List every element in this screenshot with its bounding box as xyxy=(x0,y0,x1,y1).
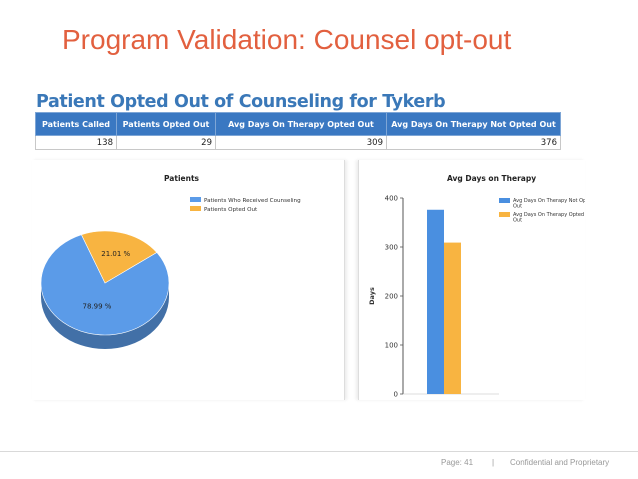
pie-chart: 78.99 % 21.01 % Patients Who Received Coun… xyxy=(40,197,301,349)
y-axis-label: Days xyxy=(368,287,376,305)
y-tick-label: 400 xyxy=(385,195,398,203)
bar-legend-swatch xyxy=(499,198,510,203)
cell-patients-opted-out: 29 xyxy=(116,135,216,150)
pie-slice xyxy=(80,230,158,284)
pie-value-label: 78.99 % xyxy=(83,302,112,310)
pie-legend-swatch xyxy=(190,206,201,211)
pie-chart-panel: Patients 78.99 % 21.01 % Patients Who Rece… xyxy=(32,160,345,400)
pie-slice xyxy=(40,234,170,336)
column-header-avg-days-opted-out: Avg Days On Therapy Opted Out xyxy=(215,112,387,136)
pie-legend-label: Patients Opted Out xyxy=(204,207,258,213)
column-header-patients-called: Patients Called xyxy=(35,112,117,136)
bar-legend-swatch xyxy=(499,212,510,217)
bar xyxy=(427,209,444,394)
column-header-avg-days-not-opted-out: Avg Days On Therapy Not Opted Out xyxy=(386,112,561,136)
summary-data-row: 138 29 309 376 xyxy=(35,135,561,150)
y-tick-label: 300 xyxy=(385,244,398,252)
y-tick-label: 200 xyxy=(385,293,398,301)
bar xyxy=(444,242,461,394)
cell-patients-called: 138 xyxy=(35,135,117,150)
summary-header-row: Patients Called Patients Opted Out Avg D… xyxy=(35,112,561,136)
page-number: Page: 41 xyxy=(441,458,474,467)
confidential-notice: Confidential and Proprietary xyxy=(510,458,610,467)
bar-legend-label: Avg Days On Therapy Opted Out xyxy=(513,212,584,224)
slide-title: Program Validation: Counsel opt-out xyxy=(62,24,512,55)
footer-divider xyxy=(0,451,638,452)
bar-chart-panel: Avg Days on Therapy 0 100 200 300 400 Days Avg… xyxy=(358,160,585,400)
report-title: Patient Opted Out of Counseling for Tyke… xyxy=(36,92,446,112)
pie-legend-swatch xyxy=(190,197,201,202)
cell-avg-days-opted-out: 309 xyxy=(215,135,387,150)
pie-slice-side xyxy=(41,283,169,349)
bar-chart-title: Avg Days on Therapy xyxy=(447,174,537,183)
column-header-patients-opted-out: Patients Opted Out xyxy=(116,112,216,136)
cell-avg-days-not-opted-out: 376 xyxy=(386,135,561,150)
y-tick-label: 0 xyxy=(394,391,398,399)
y-tick-label: 100 xyxy=(385,342,398,350)
pie-value-label: 21.01 % xyxy=(101,250,130,258)
pie-legend-label: Patients Who Received Counseling xyxy=(204,198,301,204)
footer-separator: | xyxy=(492,458,495,467)
summary-table: Patients Called Patients Opted Out Avg D… xyxy=(35,112,561,150)
bar-chart: 0 100 200 300 400 Days Avg Days On Therapy Not… xyxy=(368,195,585,399)
pie-chart-title: Patients xyxy=(164,174,199,183)
